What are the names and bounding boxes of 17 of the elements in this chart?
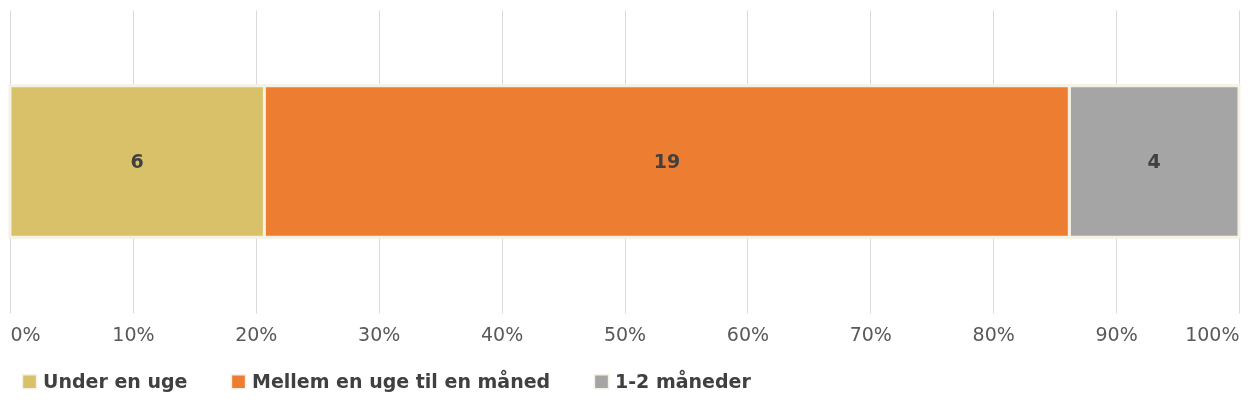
legend-label: Under en uge — [43, 369, 188, 392]
x-tick-label: 90% — [1095, 322, 1138, 345]
x-tick-label: 100% — [1185, 322, 1240, 345]
x-tick-label: 0% — [10, 322, 41, 345]
x-tick-label: 70% — [849, 322, 892, 345]
annotation: 19 — [653, 149, 681, 172]
legend-label: 1-2 måneder — [615, 368, 752, 392]
annotation: 4 — [1147, 149, 1161, 172]
x-tick-label: 30% — [358, 322, 401, 345]
x-tick-label: 40% — [480, 322, 524, 345]
x-tick-label: 50% — [603, 322, 647, 345]
x-tick-label: 10% — [112, 322, 155, 345]
x-tick-label: 80% — [972, 322, 1015, 345]
annotation: 6 — [130, 149, 144, 172]
x-tick-label: 60% — [726, 322, 770, 345]
legend-label: Mellem en uge til en måned — [252, 368, 551, 392]
x-tick-label: 20% — [235, 322, 278, 345]
